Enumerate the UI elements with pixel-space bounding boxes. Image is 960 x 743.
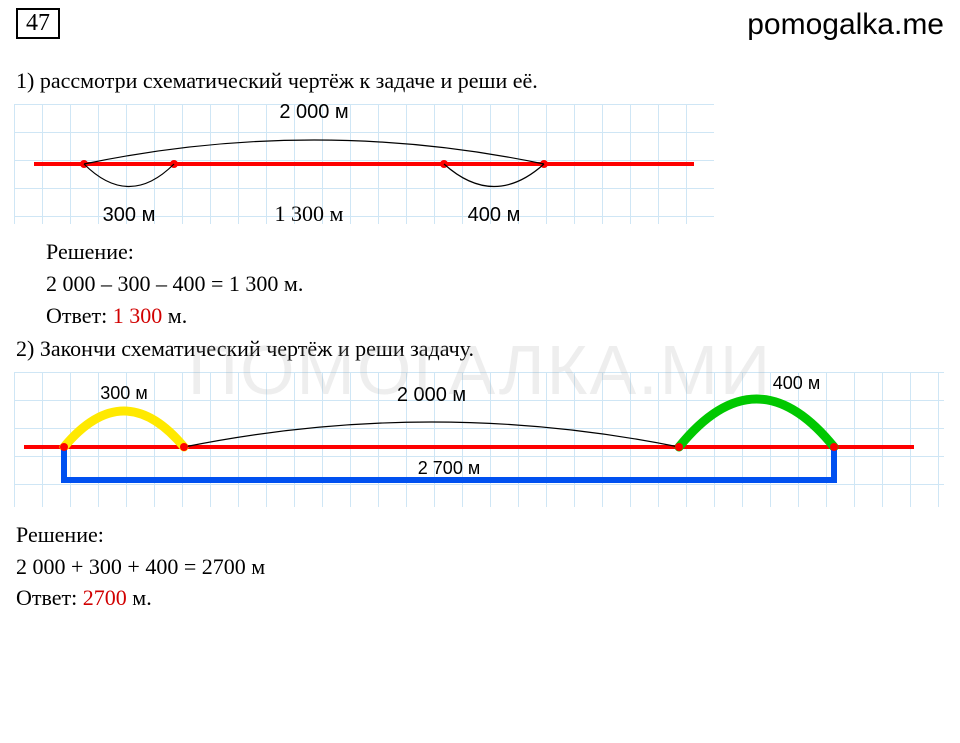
page: 47 pomogalka.me 1) рассмотри схематическ… [0,0,960,743]
answer-1: Ответ: 1 300 м. [46,300,944,332]
answer-2: Ответ: 2700 м. [16,582,944,614]
answer-value-2: 2700 [83,585,127,610]
svg-text:1 300 м: 1 300 м [275,201,344,224]
diagram-1: 2 000 м 300 м 1 300 м 400 м [14,104,714,224]
svg-text:2 000 м: 2 000 м [279,104,348,123]
solution-equation-2: 2 000 + 300 + 400 = 2700 м [16,551,944,583]
svg-text:2 000 м: 2 000 м [397,384,466,406]
answer-value-1: 1 300 [113,303,163,328]
svg-text:400 м: 400 м [468,204,521,224]
diagram-2: 300 м 2 000 м 400 м 2 700 м [14,372,944,507]
svg-text:400 м: 400 м [773,373,820,393]
solution-1: Решение: 2 000 – 300 – 400 = 1 300 м. От… [0,230,960,334]
svg-text:300 м: 300 м [100,383,147,403]
solution-equation-1: 2 000 – 300 – 400 = 1 300 м. [46,268,944,300]
header: 47 pomogalka.me [0,0,960,50]
solution-2: Решение: 2 000 + 300 + 400 = 2700 м Отве… [0,513,960,617]
solution-title-1: Решение: [46,236,944,268]
svg-text:300 м: 300 м [103,204,156,224]
svg-text:2 700 м: 2 700 м [418,458,480,478]
site-name: pomogalka.me [747,8,944,42]
solution-title-2: Решение: [16,519,944,551]
task1-text: 1) рассмотри схематический чертёж к зада… [0,50,960,98]
task2-text: 2) Закончи схематический чертёж и реши з… [0,334,960,366]
exercise-number: 47 [16,8,60,39]
